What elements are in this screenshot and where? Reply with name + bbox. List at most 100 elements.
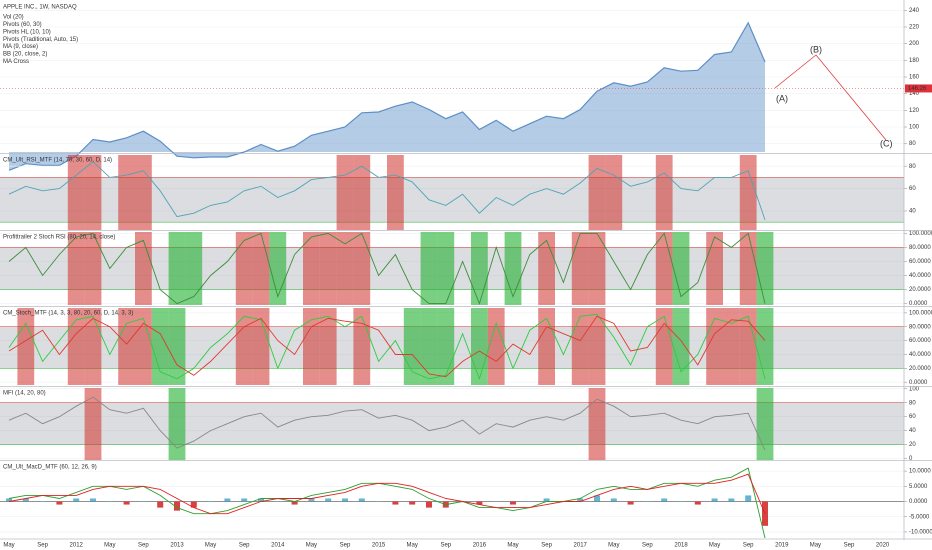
histogram-bar <box>526 501 533 503</box>
histogram-bar <box>610 498 617 502</box>
histogram-bar <box>207 501 214 503</box>
overbought-zone <box>588 388 606 460</box>
wave-projection <box>774 54 887 141</box>
y-tick-label: 240 <box>909 8 920 14</box>
overbought-zone <box>353 155 371 230</box>
overbought-zone <box>571 308 589 385</box>
y-tick-label: 0.0000 <box>909 499 928 505</box>
histogram-bar <box>342 498 348 502</box>
overbought-zone <box>739 232 757 305</box>
histogram-bar <box>6 498 12 502</box>
overbought-zone <box>67 232 85 305</box>
study-legend: BB (20, close, 2) <box>3 52 47 58</box>
y-tick-label: 100 <box>909 386 920 392</box>
y-tick-label: 80 <box>909 400 916 406</box>
oversold-zone <box>151 308 169 385</box>
indicator-line <box>8 232 766 305</box>
histogram-bar <box>325 498 332 502</box>
oversold-zone <box>504 232 522 305</box>
histogram-bar <box>678 501 684 503</box>
study-legend: Vol (20) <box>3 15 24 21</box>
histogram-bar <box>426 501 432 508</box>
x-tick-label: May <box>306 543 317 549</box>
y-tick-label: 80 <box>909 141 916 147</box>
histogram-bar <box>711 498 718 502</box>
histogram-bar <box>594 495 600 502</box>
indicator-line <box>8 315 766 378</box>
x-tick-label: Sep <box>138 543 149 549</box>
histogram-bar <box>106 501 113 503</box>
pane-title: APPLE INC., 1W, NASDAQ <box>3 5 77 11</box>
histogram-bar <box>274 501 281 503</box>
oversold-zone <box>403 308 421 385</box>
histogram-bar <box>123 501 130 505</box>
x-tick-label: Sep <box>37 543 48 549</box>
histogram-bar <box>258 498 264 502</box>
y-tick-label: 0.0000 <box>909 301 928 307</box>
histogram-bar <box>543 498 550 502</box>
y-tick-label: 120 <box>909 108 920 114</box>
x-tick-label: Sep <box>239 543 250 549</box>
histogram-bar <box>73 498 80 502</box>
oversold-zone <box>269 232 287 305</box>
y-tick-label: 60.0000 <box>909 259 931 265</box>
plot-area <box>0 10 904 539</box>
y-tick-label: 140 <box>909 91 920 97</box>
overbought-zone <box>739 155 757 230</box>
oversold-zone <box>437 232 455 305</box>
price-area <box>9 22 765 171</box>
oversold-zone <box>756 232 774 305</box>
study-legend: MA Cross <box>3 59 29 65</box>
y-tick-label: 5.0000 <box>909 484 928 490</box>
histogram-bar <box>577 498 584 502</box>
overbought-zone <box>67 308 85 385</box>
overbought-zone <box>538 232 555 305</box>
pane-title: MFI (14, 20, 80) <box>3 391 46 397</box>
oversold-zone <box>168 232 186 305</box>
oversold-zone <box>756 308 774 385</box>
histogram-bar <box>224 498 231 502</box>
histogram-bar <box>694 501 701 505</box>
oversold-zone <box>471 308 488 385</box>
overbought-zone <box>487 308 505 385</box>
overbought-zone <box>252 308 270 385</box>
y-tick-label: 40 <box>909 428 916 434</box>
x-tick-label: May <box>608 543 619 549</box>
x-tick-label: May <box>507 543 518 549</box>
x-tick-label: Sep <box>541 543 552 549</box>
overbought-zone <box>588 155 606 230</box>
overbought-zone <box>739 308 757 385</box>
axes: 80100120140160180200220240146.264060800.… <box>3 8 932 549</box>
y-tick-label: 20.0000 <box>909 287 931 293</box>
x-tick-label: 2018 <box>674 543 688 549</box>
histogram-bar <box>493 501 500 503</box>
histogram-bar <box>728 498 735 502</box>
oversold-zone <box>168 308 186 385</box>
y-tick-label: 80.0000 <box>909 245 931 251</box>
last-price-box <box>905 84 932 93</box>
study-legend: Pivots HL (10, 10) <box>3 29 51 35</box>
histogram-bar <box>90 498 96 502</box>
indicator-line <box>8 473 766 515</box>
pane-title: Profittrailer 2 Stoch RSI (80, 20, 14, c… <box>3 235 115 241</box>
y-tick-label: 200 <box>909 41 920 47</box>
overbought-zone <box>723 308 740 385</box>
y-tick-label: 40 <box>909 209 916 215</box>
y-tick-label: 20.0000 <box>909 366 931 372</box>
x-tick-label: Sep <box>340 543 351 549</box>
wave-label: (C) <box>880 138 893 148</box>
study-legend: MA (9, close) <box>3 44 38 50</box>
y-tick-label: 10.0000 <box>909 469 931 475</box>
y-tick-label: -5.0000 <box>909 514 930 520</box>
overbought-zone <box>303 308 320 385</box>
x-tick-label: Sep <box>642 543 653 549</box>
overbought-zone <box>588 308 606 385</box>
histogram-bar <box>644 501 651 503</box>
overbought-zone <box>84 155 102 230</box>
overbought-zone <box>353 232 371 305</box>
overbought-zone <box>135 232 152 305</box>
study-legend: Pivots (60, 30) <box>3 22 42 28</box>
x-tick-label: 2012 <box>70 543 84 549</box>
x-tick-label: May <box>205 543 216 549</box>
oversold-zone <box>471 232 488 305</box>
